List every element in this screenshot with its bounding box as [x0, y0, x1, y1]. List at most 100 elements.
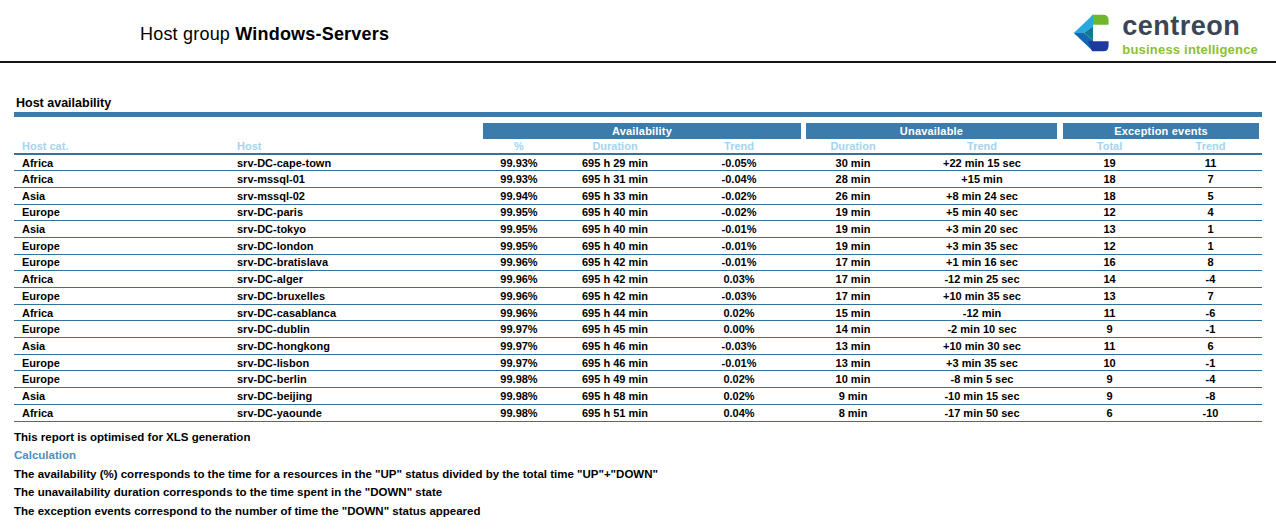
table-cell: 695 h 42 min [554, 254, 676, 271]
table-cell: 11 [1159, 154, 1262, 171]
table-cell: 9 [1060, 371, 1159, 388]
table-cell: -10 [1159, 404, 1262, 421]
column-header: Trend [1159, 139, 1262, 154]
table-cell: 6 [1159, 338, 1262, 355]
table-cell: -0.02% [676, 187, 802, 204]
table-cell: srv-DC-london [230, 237, 484, 254]
table-cell: 9 [1060, 388, 1159, 405]
table-cell: -0.03% [676, 338, 802, 355]
table-cell: 7 [1159, 288, 1262, 305]
table-cell: Africa [14, 404, 230, 421]
table-cell: -0.01% [676, 221, 802, 238]
group-header-exception-events: Exception events [1063, 123, 1259, 139]
table-cell: 695 h 51 min [554, 404, 676, 421]
table-cell: Asia [14, 221, 230, 238]
table-cell: Africa [14, 171, 230, 188]
table-cell: 6 [1060, 404, 1159, 421]
table-cell: 30 min [802, 154, 904, 171]
table-cell: 12 [1060, 204, 1159, 221]
table-cell: 12 [1060, 237, 1159, 254]
table-cell: 17 min [802, 288, 904, 305]
calculation-line-unavailability: The unavailability duration corresponds … [14, 486, 1276, 499]
column-header: Trend [904, 139, 1060, 154]
table-cell: 5 [1159, 187, 1262, 204]
table-cell: 28 min [802, 171, 904, 188]
table-cell: 695 h 40 min [554, 204, 676, 221]
table-cell: Africa [14, 304, 230, 321]
table-row: Africasrv-DC-cape-town99.93%695 h 29 min… [14, 154, 1262, 171]
table-cell: srv-DC-bratislava [230, 254, 484, 271]
table-cell: 13 min [802, 354, 904, 371]
table-cell: 695 h 40 min [554, 237, 676, 254]
table-cell: +3 min 20 sec [904, 221, 1060, 238]
table-cell: +10 min 30 sec [904, 338, 1060, 355]
table-cell: 99.93% [484, 154, 554, 171]
table-cell: 17 min [802, 254, 904, 271]
table-cell: 8 [1159, 254, 1262, 271]
column-header: Duration [554, 139, 676, 154]
table-cell: srv-DC-beijing [230, 388, 484, 405]
table-cell: -1 [1159, 321, 1262, 338]
table-cell: +22 min 15 sec [904, 154, 1060, 171]
calculation-label: Calculation [14, 449, 1276, 462]
page-title: Host group Windows-Servers [140, 10, 389, 45]
table-cell: 14 min [802, 321, 904, 338]
table-cell: Africa [14, 154, 230, 171]
table-cell: srv-mssql-01 [230, 171, 484, 188]
table-cell: 16 [1060, 254, 1159, 271]
table-cell: srv-DC-cape-town [230, 154, 484, 171]
table-cell: srv-DC-paris [230, 204, 484, 221]
table-cell: 8 min [802, 404, 904, 421]
calculation-line-exception: The exception events correspond to the n… [14, 505, 1276, 518]
table-row: Europesrv-DC-paris99.95%695 h 40 min-0.0… [14, 204, 1262, 221]
table-row: Africasrv-DC-alger99.96%695 h 42 min0.03… [14, 271, 1262, 288]
calculation-line-availability: The availability (%) corresponds to the … [14, 468, 1276, 481]
host-availability-table: Host cat.Host%DurationTrendDurationTrend… [14, 139, 1262, 422]
table-cell: 9 min [802, 388, 904, 405]
table-cell: 14 [1060, 271, 1159, 288]
table-cell: srv-DC-casablanca [230, 304, 484, 321]
table-cell: Europe [14, 254, 230, 271]
table-cell: 99.96% [484, 254, 554, 271]
table-cell: -17 min 50 sec [904, 404, 1060, 421]
table-cell: 99.96% [484, 271, 554, 288]
table-cell: 0.02% [676, 388, 802, 405]
table-cell: Asia [14, 187, 230, 204]
table-row: Africasrv-DC-yaounde99.98%695 h 51 min0.… [14, 404, 1262, 421]
table-cell: 13 [1060, 221, 1159, 238]
group-header-unavailable: Unavailable [806, 123, 1057, 139]
table-cell: 695 h 40 min [554, 221, 676, 238]
table-cell: srv-DC-alger [230, 271, 484, 288]
table-cell: -4 [1159, 271, 1262, 288]
table-cell: 19 min [802, 221, 904, 238]
table-cell: +8 min 24 sec [904, 187, 1060, 204]
table-cell: 695 h 46 min [554, 338, 676, 355]
table-row: Asiasrv-DC-tokyo99.95%695 h 40 min-0.01%… [14, 221, 1262, 238]
table-cell: 9 [1060, 321, 1159, 338]
table-cell: 11 [1060, 304, 1159, 321]
table-cell: +15 min [904, 171, 1060, 188]
table-cell: 19 min [802, 237, 904, 254]
table-cell: -0.05% [676, 154, 802, 171]
page-title-hostgroup: Windows-Servers [235, 24, 389, 44]
table-cell: -12 min [904, 304, 1060, 321]
table-cell: 695 h 48 min [554, 388, 676, 405]
column-header: Duration [802, 139, 904, 154]
table-cell: -10 min 15 sec [904, 388, 1060, 405]
table-cell: 695 h 42 min [554, 288, 676, 305]
table-row: Asiasrv-mssql-0299.94%695 h 33 min-0.02%… [14, 187, 1262, 204]
table-cell: 99.97% [484, 338, 554, 355]
table-cell: 15 min [802, 304, 904, 321]
table-row: Europesrv-DC-berlin99.98%695 h 49 min0.0… [14, 371, 1262, 388]
table-cell: 99.97% [484, 321, 554, 338]
column-header: Host cat. [14, 139, 230, 154]
table-cell: Europe [14, 204, 230, 221]
table-cell: 18 [1060, 187, 1159, 204]
table-cell: 10 min [802, 371, 904, 388]
column-header: Trend [676, 139, 802, 154]
table-header-row: Host cat.Host%DurationTrendDurationTrend… [14, 139, 1262, 154]
table-cell: srv-DC-hongkong [230, 338, 484, 355]
table-cell: -12 min 25 sec [904, 271, 1060, 288]
table-cell: +3 min 35 sec [904, 237, 1060, 254]
table-cell: +10 min 35 sec [904, 288, 1060, 305]
